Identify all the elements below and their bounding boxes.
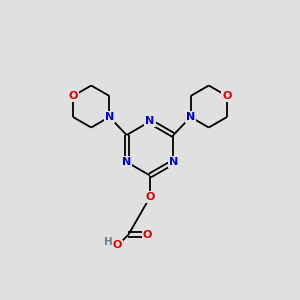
Text: O: O <box>222 91 232 101</box>
Text: N: N <box>122 157 131 167</box>
Text: H: H <box>103 238 112 248</box>
Text: O: O <box>142 230 152 240</box>
Text: N: N <box>186 112 195 122</box>
Text: N: N <box>169 157 178 167</box>
Text: O: O <box>113 241 122 250</box>
Text: N: N <box>105 112 114 122</box>
Text: O: O <box>68 91 78 101</box>
Text: N: N <box>146 116 154 127</box>
Text: O: O <box>145 192 155 202</box>
